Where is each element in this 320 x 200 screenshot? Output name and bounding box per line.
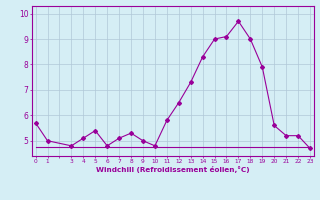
X-axis label: Windchill (Refroidissement éolien,°C): Windchill (Refroidissement éolien,°C) <box>96 166 250 173</box>
